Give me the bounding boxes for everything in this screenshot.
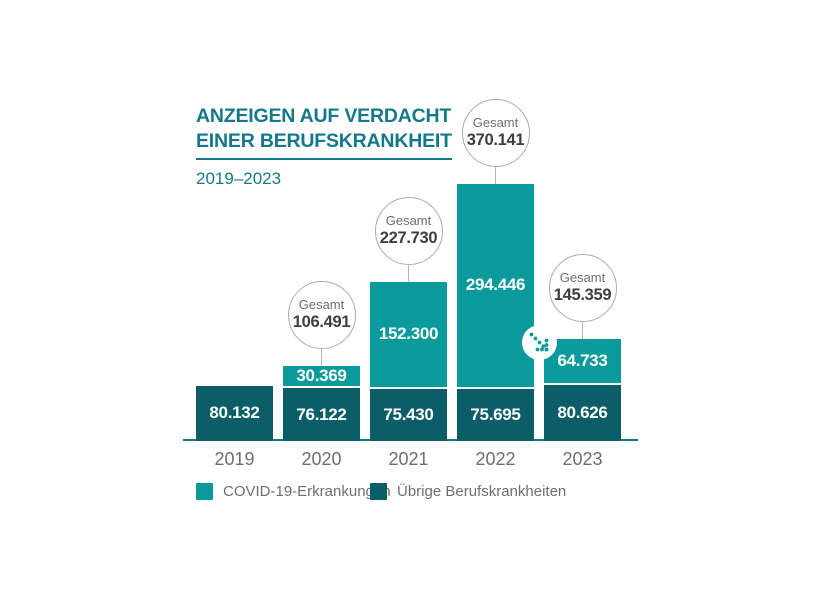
total-prefix-label: Gesamt (385, 213, 432, 229)
total-badge-2021: Gesamt 227.730 (374, 196, 443, 265)
x-axis-label-2020: 2020 (301, 449, 342, 469)
total-prefix-label: Gesamt (298, 297, 345, 313)
bar-segment-other-2019: 80.132 (196, 385, 273, 441)
title-year-range: 2019–2023 (196, 169, 282, 188)
total-connector-line-2022 (495, 166, 496, 184)
legend-swatch (196, 483, 213, 500)
bar-segment-other-2023: 80.626 (544, 385, 621, 441)
total-prefix-label: Gesamt (472, 115, 519, 131)
total-value-2022: 370.141 (466, 131, 525, 150)
x-axis-label-2022: 2022 (475, 449, 516, 469)
bar-segment-other-2022: 75.695 (457, 388, 534, 441)
total-badge-2020: Gesamt 106.491 (287, 280, 356, 349)
legend-label: COVID-19-Erkrankungen (223, 483, 391, 500)
decrease-arrow-badge (521, 324, 557, 360)
x-axis-label-2023: 2023 (562, 449, 603, 469)
bar-segment-covid-2021: 152.300 (370, 281, 447, 387)
bar-segment-covid-2023: 64.733 (544, 338, 621, 384)
title-block: ANZEIGEN AUF VERDACHT EINER BERUFSKRANKH… (196, 104, 452, 189)
total-value-2020: 106.491 (292, 313, 351, 332)
legend-item-covid: COVID-19-Erkrankungen (196, 483, 391, 500)
total-value-2023: 145.359 (553, 286, 612, 305)
page-title-line1: ANZEIGEN AUF VERDACHT (196, 105, 452, 127)
bar-segment-other-2020: 76.122 (283, 388, 360, 441)
total-connector-line-2021 (408, 264, 409, 282)
total-connector-line-2023 (582, 321, 583, 339)
bar-segment-other-2021: 75.430 (370, 388, 447, 441)
decrease-arrow-icon (529, 332, 548, 351)
legend-swatch (370, 483, 387, 500)
total-prefix-label: Gesamt (559, 270, 606, 286)
total-badge-2023: Gesamt 145.359 (548, 253, 617, 322)
page-title-line2: EINER BERUFSKRANKHEIT (196, 129, 452, 160)
bar-segment-covid-2020: 30.369 (283, 365, 360, 387)
x-axis-label-2021: 2021 (388, 449, 429, 469)
legend-item-other: Übrige Berufskrankheiten (370, 483, 566, 500)
total-badge-2022: Gesamt 370.141 (461, 98, 530, 167)
x-axis-label-2019: 2019 (214, 449, 255, 469)
bar-segment-covid-2022: 294.446 (457, 183, 534, 387)
legend-label: Übrige Berufskrankheiten (397, 483, 567, 500)
total-connector-line-2020 (321, 348, 322, 366)
total-value-2021: 227.730 (379, 229, 438, 248)
